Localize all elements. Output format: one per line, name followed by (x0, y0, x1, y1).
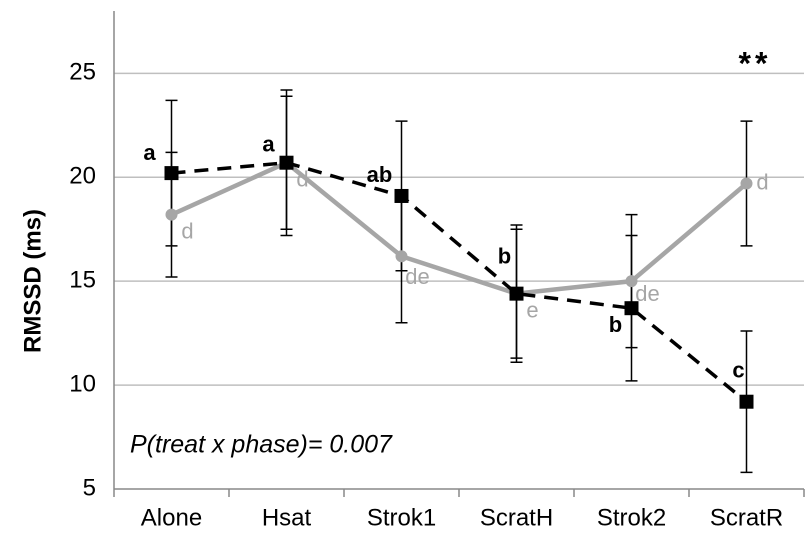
marker (739, 394, 754, 409)
marker (164, 166, 179, 181)
group-letter: d (756, 169, 768, 194)
group-letter: b (498, 243, 511, 268)
group-letter: e (526, 297, 538, 322)
x-tick-label: Strok2 (597, 504, 666, 531)
y-tick-label: 10 (69, 370, 96, 397)
y-tick-label: 5 (83, 474, 96, 501)
group-letter: c (732, 358, 744, 383)
x-tick-label: Alone (141, 504, 202, 531)
y-tick-label: 20 (69, 163, 96, 190)
marker (624, 301, 639, 316)
x-tick-label: Hsat (262, 504, 312, 531)
x-tick-label: ScratR (710, 504, 783, 531)
group-letter: ab (367, 162, 393, 187)
p-value-annotation: P(treat x phase)= 0.007 (130, 431, 393, 459)
group-letter: de (635, 281, 659, 306)
y-tick-label: 25 (69, 59, 96, 86)
marker (740, 177, 753, 190)
group-letter: a (262, 132, 275, 157)
marker (509, 286, 524, 301)
marker (279, 155, 294, 170)
x-tick-label: ScratH (480, 504, 553, 531)
y-tick-label: 15 (69, 267, 96, 294)
series-line (171, 160, 748, 404)
group-letter: d (296, 167, 308, 192)
significance-annotation: ** (739, 45, 772, 81)
group-letter: d (181, 218, 193, 243)
marker (395, 250, 408, 263)
group-letter: a (143, 140, 156, 165)
y-axis-label: RMSSD (ms) (19, 209, 46, 353)
group-letter: b (609, 312, 622, 337)
marker (394, 188, 409, 203)
series-line (170, 160, 748, 296)
marker (165, 208, 178, 221)
group-letter: de (405, 264, 429, 289)
marker (625, 275, 638, 288)
x-tick-label: Strok1 (367, 504, 436, 531)
